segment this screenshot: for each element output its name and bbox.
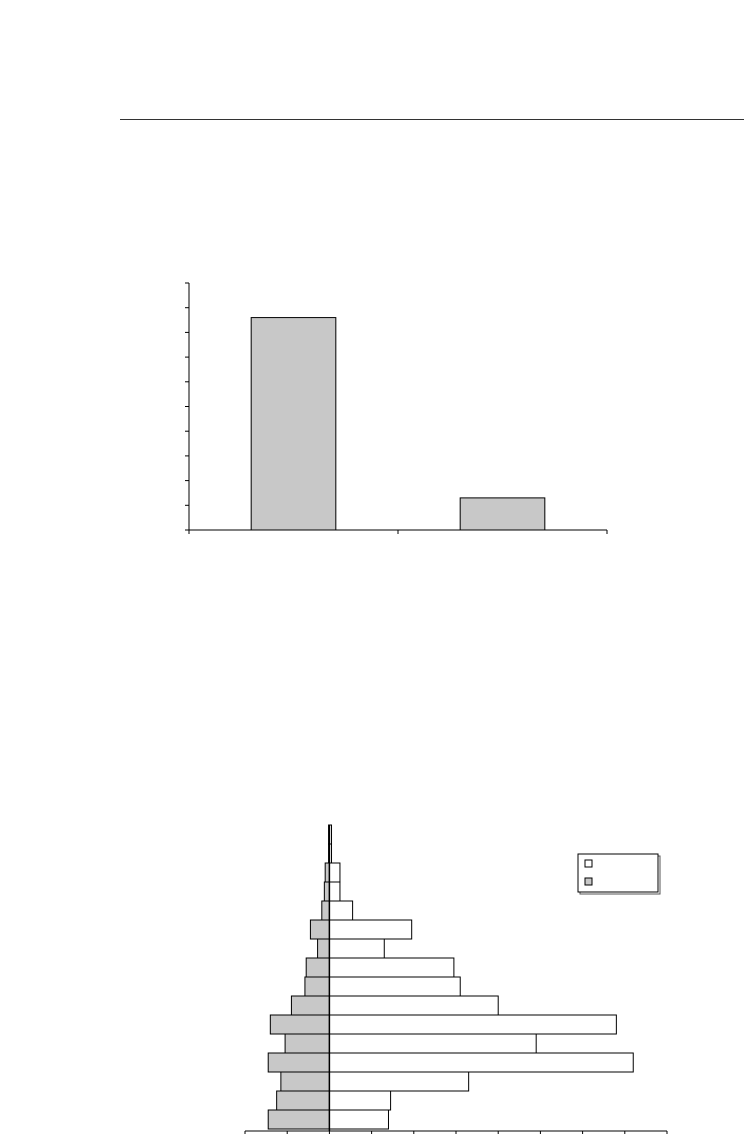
pyramid-chart-plot: [244, 824, 668, 1134]
legend: [577, 853, 661, 895]
bar-right: [328, 1052, 634, 1073]
bar-left: [321, 900, 330, 921]
bar-left: [267, 1109, 330, 1130]
bar-right: [328, 1090, 392, 1111]
bar-left: [284, 1033, 330, 1054]
bar: [250, 317, 337, 531]
bar-right: [328, 1071, 470, 1092]
top-rule: [120, 119, 744, 120]
bar-right: [328, 1033, 537, 1054]
bar-right: [328, 995, 499, 1016]
bar-right: [328, 938, 385, 959]
bar-right: [328, 976, 461, 997]
legend-swatch: [584, 859, 593, 868]
bar-right: [328, 900, 354, 921]
legend-swatch: [584, 877, 593, 886]
bar-left: [267, 1052, 330, 1073]
bar-right: [328, 881, 341, 902]
bar-right: [328, 862, 341, 883]
bar-left: [305, 957, 330, 978]
bar-left: [290, 995, 330, 1016]
bar-right: [328, 1014, 617, 1035]
bar: [459, 497, 546, 531]
bar-left: [309, 919, 330, 940]
bar-left: [317, 938, 330, 959]
bar-left: [280, 1071, 330, 1092]
bar-right: [328, 919, 413, 940]
bar-left: [323, 881, 330, 902]
bar-left: [304, 976, 330, 997]
bar-left: [276, 1090, 330, 1111]
bar-chart-plot: [185, 282, 608, 534]
bar-right: [328, 957, 455, 978]
bar-right: [328, 1109, 389, 1130]
bar-left: [269, 1014, 330, 1035]
